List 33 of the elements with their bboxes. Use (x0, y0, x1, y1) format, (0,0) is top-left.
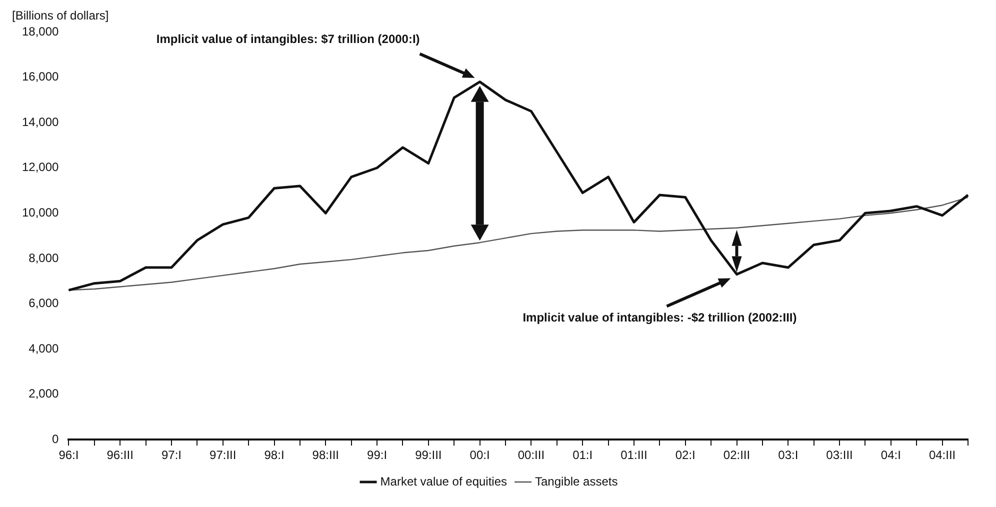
x-tick-label: 96:III (106, 448, 134, 462)
x-tick-label: 99:III (415, 448, 442, 462)
y-tick-label: 6,000 (28, 296, 60, 310)
x-tick-label: 00:III (518, 448, 545, 462)
annotation: Implicit value of intangibles: -$2 trillion (2002:III) (522, 310, 797, 325)
y-tick-label: 2,000 (28, 386, 60, 401)
x-tick-label: 03:I (778, 448, 798, 462)
x-tick-label: 97:III (210, 448, 236, 462)
x-tick-label: 96:I (58, 448, 79, 462)
y-tick-label: 14,000 (22, 114, 60, 129)
legend-label: Market value of equities (380, 474, 508, 488)
x-tick-label: 02:I (675, 448, 696, 462)
y-tick-label: 4,000 (28, 341, 60, 356)
x-tick-label: 04:III (928, 448, 956, 462)
x-tick-label: 03:III (826, 448, 853, 462)
y-tick-label: 0 (52, 432, 60, 446)
x-tick-label: 01:I (572, 448, 593, 462)
y-tick-label: 8,000 (28, 250, 60, 265)
annotation: Implicit value of intangibles: $7 trillion (2000:I) (156, 32, 420, 46)
x-tick-label: 98:III (312, 448, 339, 462)
y-tick-label: 12,000 (22, 160, 60, 174)
legend-label: Tangible assets (535, 474, 618, 488)
x-tick-label: 01:III (620, 448, 648, 462)
y-axis-title: [Billions of dollars] (12, 8, 109, 22)
x-tick-label: 00:I (470, 448, 490, 462)
y-tick-label: 16,000 (22, 70, 60, 84)
x-tick-label: 02:III (723, 448, 750, 462)
x-tick-label: 97:I (161, 448, 182, 462)
y-tick-label: 10,000 (22, 205, 60, 220)
x-tick-label: 99:I (367, 448, 388, 462)
x-tick-label: 98:I (264, 448, 284, 462)
y-tick-label: 18,000 (22, 24, 60, 38)
x-tick-label: 04:I (880, 448, 901, 462)
